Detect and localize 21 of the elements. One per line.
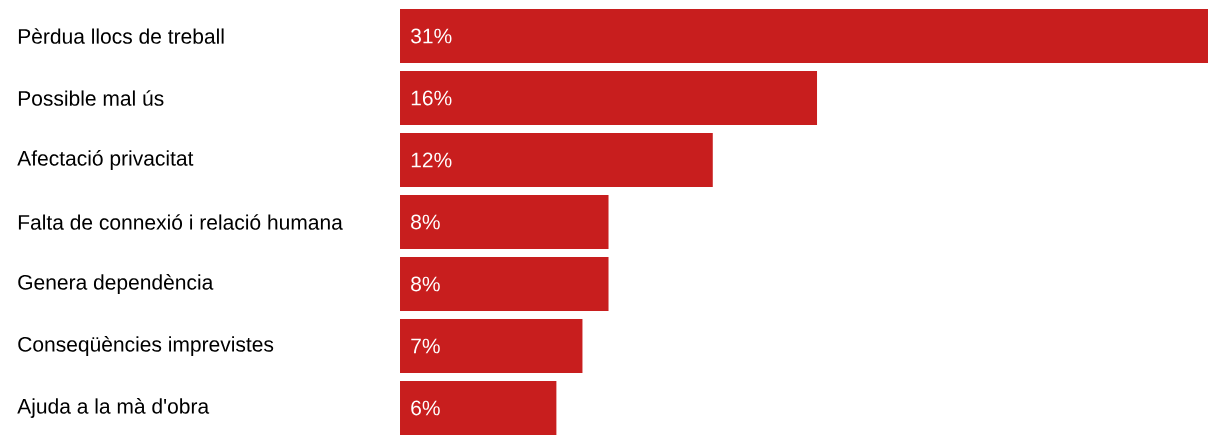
data-label: 8% [411, 276, 440, 292]
data-label: 31% [411, 28, 452, 44]
bar [400, 195, 609, 249]
bar [400, 9, 1208, 63]
bar [400, 318, 583, 373]
bar [400, 256, 609, 311]
bar [400, 133, 713, 187]
y-tick-label: Ajuda a la mà d'obra [17, 398, 210, 418]
data-label: 7% [411, 338, 440, 354]
data-label: 6% [411, 400, 440, 416]
data-label: 8% [411, 214, 440, 230]
bar [400, 380, 557, 435]
y-tick-label: Possible mal ús [18, 90, 164, 106]
data-label: 16% [411, 90, 452, 106]
data-label: 12% [411, 152, 452, 168]
y-tick-label: Genera dependència [18, 274, 214, 294]
y-tick-label: Afectació privacitat [17, 150, 194, 170]
y-tick-label: Pèrdua llocs de treball [18, 28, 224, 44]
bar [400, 71, 818, 125]
y-tick-label: Falta de connexió i relació humana [18, 214, 343, 230]
y-tick-label: Conseqüències imprevistes [18, 336, 274, 356]
